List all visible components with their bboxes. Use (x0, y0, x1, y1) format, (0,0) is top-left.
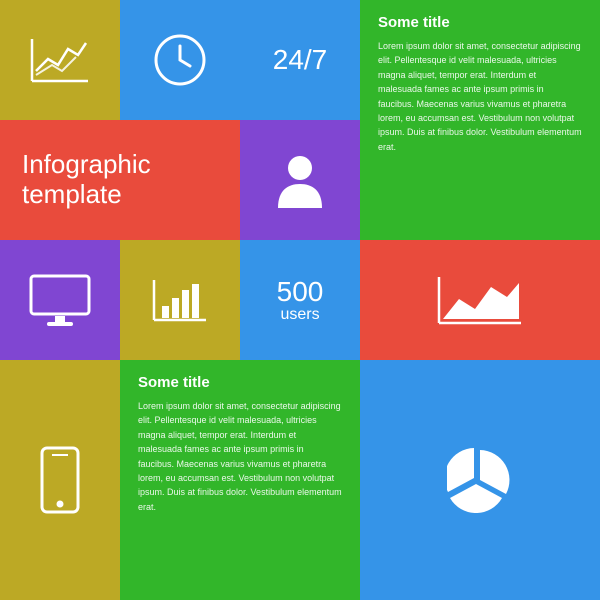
tile-phone (0, 360, 120, 600)
line-chart-icon (28, 35, 92, 85)
bar-chart-icon (150, 276, 210, 324)
tile-bar-chart (120, 240, 240, 360)
tile-users-count: 500users (240, 240, 360, 360)
tile-line-chart (0, 0, 120, 120)
text-block-body: Lorem ipsum dolor sit amet, consectetur … (138, 399, 342, 514)
stat-small: users (280, 306, 319, 324)
tile-clock (120, 0, 240, 120)
stat-big: 24/7 (273, 44, 328, 76)
stat-big: 500 (277, 276, 324, 308)
pie-chart-icon (447, 447, 513, 513)
tile-twenty-four-seven: 24/7 (240, 0, 360, 120)
clock-icon (152, 32, 208, 88)
monitor-icon (27, 272, 93, 328)
text-block-body: Lorem ipsum dolor sit amet, consectetur … (378, 39, 582, 154)
tile-person (240, 120, 360, 240)
tile-text-right: Some title Lorem ipsum dolor sit amet, co… (360, 0, 600, 240)
tile-area-chart (360, 240, 600, 360)
tile-title: Infographic template (0, 120, 240, 240)
area-chart-icon (435, 273, 525, 327)
tile-text-bottom: Some title Lorem ipsum dolor sit amet, co… (120, 360, 360, 600)
text-block-title: Some title (378, 14, 450, 31)
main-title: Infographic template (22, 150, 151, 210)
tile-pie-chart (360, 360, 600, 600)
phone-icon (38, 444, 82, 516)
tile-monitor (0, 240, 120, 360)
text-block-title: Some title (138, 374, 210, 391)
person-icon (270, 150, 330, 210)
